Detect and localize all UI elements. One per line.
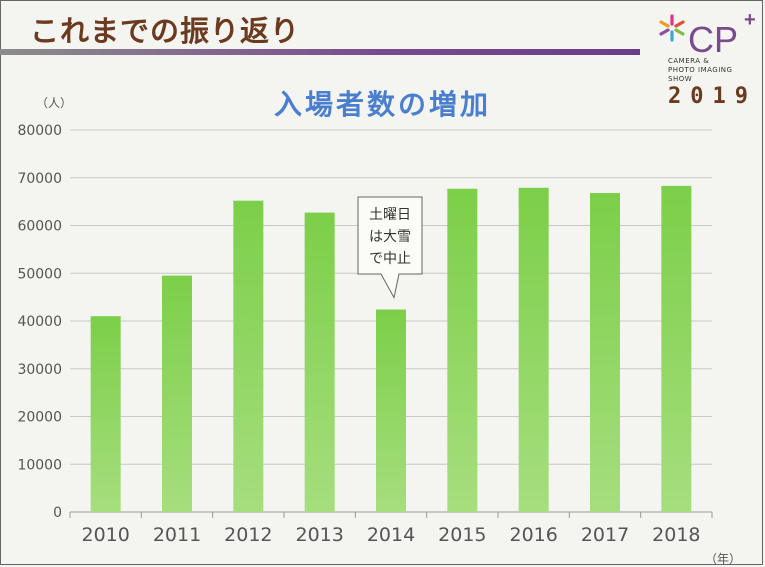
- y-tick-label: 20000: [17, 410, 62, 426]
- x-tick-label: 2014: [367, 524, 415, 546]
- x-tick-label: 2012: [224, 524, 272, 546]
- bar-2010: [90, 316, 121, 512]
- y-tick-labels: 0 10000 20000 30000 40000 50000 60000 70000 8000…: [17, 123, 62, 521]
- x-tick-label: 2016: [509, 524, 557, 546]
- y-tick-label: 60000: [17, 219, 62, 235]
- chart-title: 入場者数の増加: [273, 88, 491, 121]
- bar-2012: [233, 200, 264, 513]
- callout-bubble: [357, 196, 423, 299]
- logo-plus: +: [744, 9, 756, 31]
- callout-line: 土曜日: [369, 207, 411, 223]
- title-underline: [0, 49, 640, 55]
- logo-year: 2019: [668, 84, 757, 109]
- y-tick-label: 50000: [17, 266, 62, 282]
- slide-title: これまでの振り返り: [30, 14, 301, 48]
- bar-2018: [661, 185, 692, 512]
- y-tick-label: 80000: [17, 123, 62, 139]
- logo-line-1: CAMERA &: [668, 57, 710, 65]
- x-tick-label: 2015: [438, 524, 486, 546]
- bar-2011: [162, 275, 192, 512]
- logo-brand: CP: [688, 19, 738, 60]
- bar-2015: [447, 188, 478, 513]
- x-tick-label: 2017: [581, 524, 629, 546]
- x-tick-label: 2013: [295, 524, 343, 546]
- y-tick-label: 70000: [17, 171, 62, 187]
- asterisk-logo-icon: CP +: [659, 9, 756, 60]
- bar-2016: [518, 187, 549, 512]
- logo-line-3: SHOW: [668, 75, 693, 83]
- y-tick-label: 40000: [17, 314, 62, 330]
- bar-2014: [376, 309, 406, 512]
- x-tick-label: 2011: [153, 524, 201, 546]
- logo-line-2: PHOTO IMAGING: [668, 66, 733, 74]
- x-axis-unit: （年）: [705, 552, 742, 566]
- bar-2017: [590, 193, 620, 512]
- y-tick-label: 30000: [17, 362, 62, 378]
- y-tick-label: 0: [53, 505, 62, 521]
- callout-line: は大雪: [369, 229, 411, 245]
- y-tick-label: 10000: [17, 457, 62, 473]
- y-axis-unit: （人）: [36, 96, 73, 110]
- x-tick-label: 2018: [652, 524, 700, 546]
- x-tick-label: 2010: [81, 524, 129, 546]
- logo-subtitle: CAMERA & PHOTO IMAGING SHOW: [668, 57, 732, 84]
- bars: [90, 185, 692, 513]
- x-tick-labels: 2010 2011 2012 2013 2014 2015 2016 2017 2018: [69, 512, 713, 546]
- bar-2013: [304, 212, 335, 513]
- callout-line: で中止: [369, 251, 411, 267]
